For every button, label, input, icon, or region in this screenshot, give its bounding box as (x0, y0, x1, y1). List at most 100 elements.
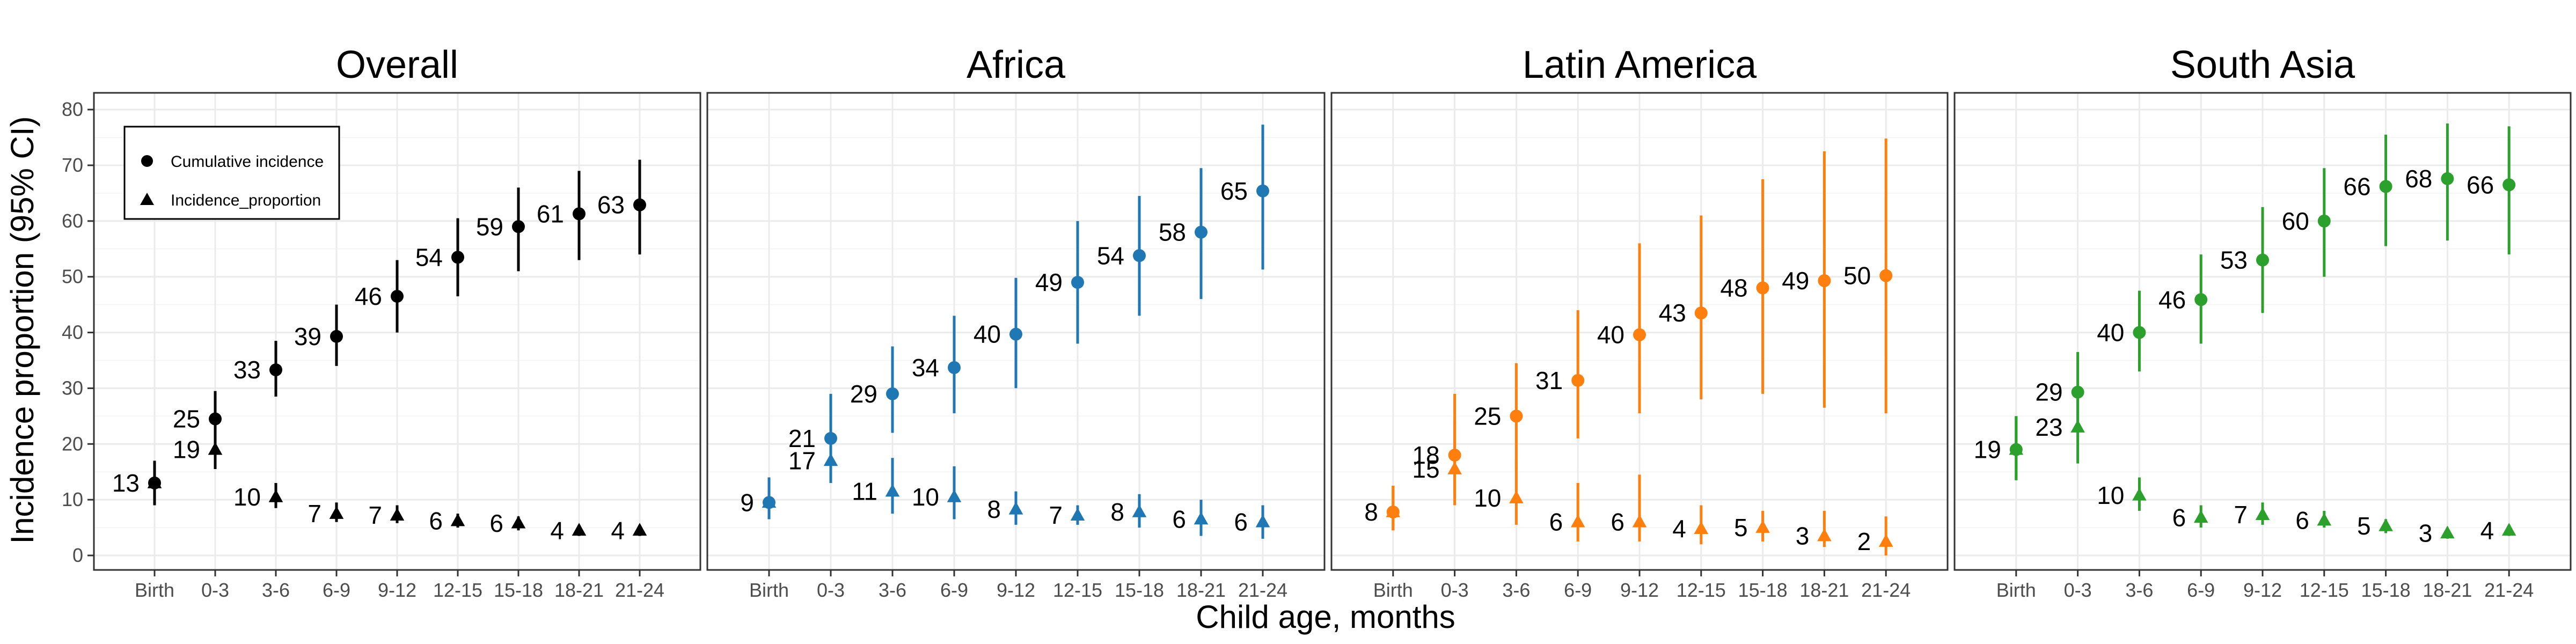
data-point-circle (1694, 306, 1708, 320)
data-point-circle (948, 361, 961, 375)
panel-title: Africa (967, 43, 1066, 86)
y-tick-label: 80 (62, 98, 83, 120)
data-label: 13 (112, 469, 140, 497)
data-point-triangle (2009, 442, 2024, 455)
series-cumulative-incidence: 13 25 33 39 46 54 59 61 63 (112, 159, 646, 506)
data-point-triangle (1509, 491, 1524, 503)
x-tick-label: Birth (1373, 579, 1413, 601)
data-point-circle (451, 251, 464, 264)
series-cumulative-incidence: 8 18 25 31 40 43 48 49 50 (1364, 138, 1893, 531)
legend-label: Incidence_proportion (171, 192, 321, 209)
data-label: 8 (987, 495, 1001, 523)
x-tick-label: 0-3 (1441, 579, 1469, 601)
data-label: 7 (308, 500, 321, 528)
y-tick-label: 20 (62, 433, 83, 455)
data-label: 59 (476, 213, 503, 240)
data-label: 60 (2282, 207, 2309, 235)
x-tick-label: 0-3 (201, 579, 229, 601)
x-tick-label: 18-21 (1176, 579, 1226, 601)
data-label: 6 (489, 509, 503, 537)
data-label: 6 (429, 507, 443, 535)
data-label: 15 (1412, 455, 1439, 483)
data-label: 7 (1049, 501, 1063, 529)
data-point-circle (1879, 269, 1893, 282)
x-tick-label: Birth (749, 579, 789, 601)
data-label: 7 (368, 501, 382, 529)
data-point-triangle (1194, 511, 1209, 525)
data-label: 48 (1720, 274, 1747, 302)
x-tick-label: 15-18 (2361, 579, 2411, 601)
data-label: 5 (2357, 512, 2371, 540)
data-label: 10 (912, 483, 939, 511)
legend-triangle-icon (140, 193, 154, 205)
x-tick-label: 9-12 (378, 579, 416, 601)
data-label: 58 (1159, 218, 1186, 246)
data-label: 8 (1364, 498, 1378, 526)
data-label: 49 (1782, 267, 1809, 295)
data-label: 49 (1035, 268, 1063, 296)
data-label: 3 (2419, 519, 2433, 547)
data-label: 9 (740, 488, 754, 516)
data-point-triangle (2317, 513, 2332, 526)
data-label: 63 (597, 191, 625, 219)
x-tick-label: 12-15 (1677, 579, 1726, 601)
data-point-triangle (1008, 501, 1023, 515)
data-point-triangle (885, 484, 900, 497)
data-point-circle (2379, 180, 2392, 193)
data-point-circle (1510, 409, 1523, 423)
data-point-triangle (1132, 504, 1147, 517)
x-tick-label: 15-18 (1115, 579, 1164, 601)
x-tick-label: 18-21 (1799, 579, 1849, 601)
data-label: 10 (1474, 484, 1501, 512)
data-label: 4 (611, 516, 625, 544)
data-point-triangle (1386, 504, 1401, 517)
data-point-circle (1195, 225, 1208, 239)
x-tick-label: 9-12 (997, 579, 1035, 601)
data-point-circle (2194, 293, 2208, 306)
y-tick-label: 30 (62, 377, 83, 399)
data-label: 65 (1220, 177, 1248, 205)
x-tick-label: Birth (135, 579, 174, 601)
panel-latin-america: Latin America Birth 0-3 3-6 6-9 9-12 12-15 15-1… (1330, 43, 1949, 601)
data-point-circle (209, 412, 222, 426)
x-tick-label: 9-12 (1620, 579, 1659, 601)
legend-box (123, 126, 340, 220)
data-label: 50 (1843, 262, 1871, 290)
y-tick-label: 0 (72, 544, 83, 566)
data-label: 8 (1110, 498, 1124, 526)
data-point-circle (1633, 328, 1646, 341)
data-point-triangle (762, 495, 777, 508)
data-label: 7 (2234, 501, 2248, 529)
data-point-triangle (1817, 528, 1832, 541)
x-tick-label: 3-6 (1502, 579, 1530, 601)
series-incidence-proportion: 19 10 7 7 6 6 4 4 (147, 427, 647, 544)
data-label: 18 (1412, 441, 1439, 469)
data-label: 39 (294, 323, 321, 350)
data-label: 34 (912, 354, 939, 382)
data-label: 66 (2343, 172, 2370, 200)
data-label: 6 (2172, 503, 2186, 531)
x-tick-label: 6-9 (1564, 579, 1592, 601)
data-point-circle (573, 207, 586, 221)
data-point-circle (633, 198, 646, 211)
x-tick-label: Birth (1996, 579, 2036, 601)
data-point-triangle (1070, 508, 1085, 521)
data-label: 19 (173, 436, 200, 464)
data-point-triangle (450, 513, 465, 526)
data-label: 25 (173, 405, 200, 433)
x-tick-label: 12-15 (2300, 579, 2349, 601)
y-axis-title: Incidence proportion (95% CI) (4, 116, 40, 544)
data-label: 31 (1535, 367, 1563, 394)
legend-label: Cumulative incidence (171, 153, 324, 171)
x-tick-label: 18-21 (554, 579, 604, 601)
panel-title: Latin America (1523, 43, 1757, 86)
data-point-triangle (1878, 534, 1893, 547)
data-label: 25 (1474, 402, 1501, 430)
x-axis-title: Child age, months (1196, 599, 1455, 635)
data-label: 46 (2158, 286, 2186, 313)
data-label: 10 (2097, 481, 2124, 509)
data-label: 17 (788, 447, 816, 474)
x-tick-label: 0-3 (817, 579, 845, 601)
data-label: 33 (233, 356, 261, 384)
data-point-circle (2441, 172, 2454, 185)
